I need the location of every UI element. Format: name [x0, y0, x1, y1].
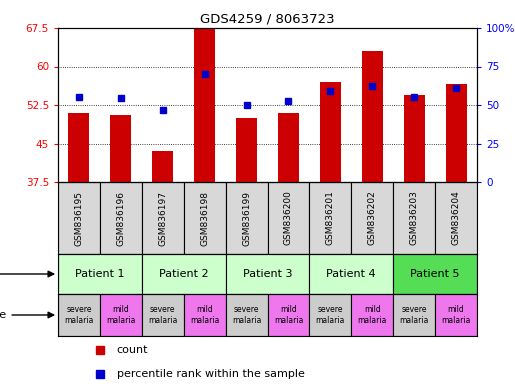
Text: GSM836202: GSM836202 — [368, 190, 377, 245]
Text: severe
malaria: severe malaria — [64, 305, 94, 325]
Text: severe
malaria: severe malaria — [148, 305, 178, 325]
Bar — [393, 294, 435, 336]
Bar — [267, 182, 310, 254]
Bar — [310, 254, 393, 294]
Bar — [351, 182, 393, 254]
Bar — [435, 182, 477, 254]
Text: GSM836196: GSM836196 — [116, 190, 125, 245]
Text: mild
malaria: mild malaria — [357, 305, 387, 325]
Bar — [58, 294, 100, 336]
Text: GSM836199: GSM836199 — [242, 190, 251, 245]
Text: Patient 1: Patient 1 — [75, 269, 125, 279]
Text: GSM836203: GSM836203 — [409, 190, 419, 245]
Bar — [100, 182, 142, 254]
Text: mild
malaria: mild malaria — [190, 305, 219, 325]
Title: GDS4259 / 8063723: GDS4259 / 8063723 — [200, 12, 335, 25]
Bar — [267, 294, 310, 336]
Text: Patient 5: Patient 5 — [410, 269, 460, 279]
Bar — [445, 84, 467, 182]
Bar — [351, 294, 393, 336]
Bar — [362, 51, 383, 182]
Bar — [110, 115, 131, 182]
Bar — [278, 113, 299, 182]
Text: Patient 2: Patient 2 — [159, 269, 209, 279]
Bar — [310, 182, 351, 254]
Bar — [393, 182, 435, 254]
Text: Patient 3: Patient 3 — [243, 269, 292, 279]
Bar — [320, 82, 341, 182]
Bar — [393, 254, 477, 294]
Bar — [194, 28, 215, 182]
Text: GSM836198: GSM836198 — [200, 190, 209, 245]
Bar — [184, 182, 226, 254]
Text: disease state: disease state — [0, 310, 54, 320]
Bar — [310, 294, 351, 336]
Bar — [58, 254, 142, 294]
Text: GSM836200: GSM836200 — [284, 190, 293, 245]
Bar — [184, 294, 226, 336]
Text: GSM836195: GSM836195 — [75, 190, 83, 245]
Text: mild
malaria: mild malaria — [106, 305, 135, 325]
Text: severe
malaria: severe malaria — [316, 305, 345, 325]
Text: percentile rank within the sample: percentile rank within the sample — [117, 369, 304, 379]
Text: severe
malaria: severe malaria — [232, 305, 261, 325]
Text: GSM836204: GSM836204 — [452, 190, 460, 245]
Text: GSM836197: GSM836197 — [158, 190, 167, 245]
Text: individual: individual — [0, 269, 54, 279]
Text: mild
malaria: mild malaria — [441, 305, 471, 325]
Text: severe
malaria: severe malaria — [400, 305, 429, 325]
Bar — [58, 182, 100, 254]
Bar — [152, 151, 173, 182]
Text: count: count — [117, 345, 148, 356]
Bar — [226, 182, 267, 254]
Bar — [68, 113, 90, 182]
Bar — [236, 118, 257, 182]
Bar — [142, 182, 184, 254]
Bar — [435, 294, 477, 336]
Bar — [226, 254, 310, 294]
Text: GSM836201: GSM836201 — [326, 190, 335, 245]
Bar — [142, 254, 226, 294]
Bar — [226, 294, 267, 336]
Text: Patient 4: Patient 4 — [327, 269, 376, 279]
Bar — [404, 95, 425, 182]
Bar — [142, 294, 184, 336]
Bar — [100, 294, 142, 336]
Text: mild
malaria: mild malaria — [274, 305, 303, 325]
